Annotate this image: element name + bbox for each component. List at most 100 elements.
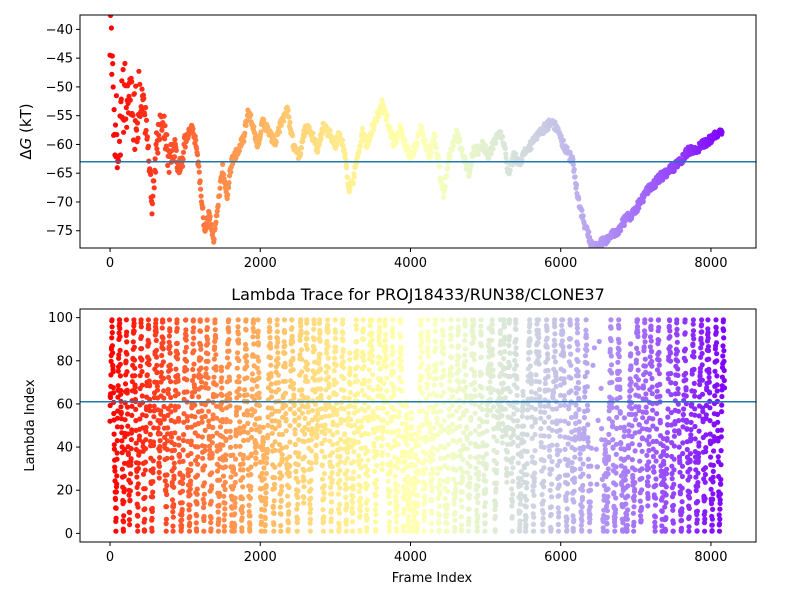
lambda-point	[650, 407, 656, 413]
lambda-point	[487, 379, 493, 385]
lambda-point	[381, 380, 387, 386]
lambda-point	[433, 361, 439, 368]
lambda-point	[333, 380, 339, 386]
lambda-point	[568, 351, 574, 357]
lambda-point	[183, 327, 189, 333]
lambda-point	[582, 389, 588, 395]
lambda-point	[419, 340, 425, 346]
lambda-point	[195, 444, 201, 450]
lambda-point	[398, 347, 404, 353]
lambda-point	[185, 424, 191, 430]
lambda-point	[622, 447, 628, 453]
lambda-point	[114, 473, 120, 479]
lambda-point	[464, 446, 470, 452]
lambda-point	[474, 528, 480, 534]
lambda-point	[472, 387, 478, 393]
lambda-point	[460, 475, 466, 481]
lambda-point	[135, 465, 141, 472]
lambda-point	[564, 481, 571, 487]
lambda-point	[119, 466, 125, 472]
lambda-point	[610, 437, 616, 443]
lambda-point	[401, 523, 407, 529]
lambda-point	[112, 496, 119, 502]
lambda-point	[233, 443, 239, 449]
lambda-point	[451, 476, 457, 482]
lambda-point	[556, 514, 562, 520]
dg-point	[108, 3, 113, 8]
lambda-point	[394, 512, 400, 518]
lambda-point	[221, 528, 227, 534]
lambda-point	[337, 453, 343, 459]
lambda-point	[275, 372, 281, 378]
lambda-point	[115, 415, 121, 421]
lambda-point	[317, 351, 323, 357]
lambda-point	[577, 456, 583, 462]
lambda-point	[582, 373, 588, 380]
lambda-point	[557, 402, 564, 409]
lambda-point	[193, 520, 199, 526]
lambda-point	[577, 436, 583, 442]
lambda-point	[127, 497, 133, 503]
lambda-point	[107, 402, 113, 409]
lambda-point	[286, 501, 292, 507]
lambda-point	[320, 507, 326, 513]
lambda-point	[471, 335, 477, 341]
lambda-point	[320, 528, 326, 534]
lambda-point	[175, 391, 181, 397]
lambda-point	[282, 364, 288, 370]
lambda-point	[177, 453, 183, 459]
lambda-point	[550, 395, 556, 401]
lambda-point	[483, 461, 489, 467]
dg-point	[137, 81, 143, 87]
lambda-point	[304, 317, 310, 323]
lambda-point	[438, 443, 444, 450]
dg-point	[120, 67, 126, 73]
lambda-point	[399, 402, 405, 408]
lambda-point	[130, 339, 136, 345]
lambda-point	[441, 418, 447, 424]
lambda-point	[338, 400, 344, 406]
dg-point	[444, 173, 450, 179]
lambda-point	[606, 431, 612, 437]
dg-point	[141, 95, 147, 101]
lambda-point	[641, 344, 647, 350]
lambda-point	[624, 516, 631, 522]
lambda-point	[132, 384, 138, 390]
dg-point	[151, 178, 157, 184]
lambda-point	[653, 438, 660, 444]
lambda-point	[642, 332, 648, 338]
lambda-point	[218, 368, 225, 374]
lambda-point	[355, 439, 361, 445]
lambda-point	[131, 328, 137, 334]
lambda-point	[259, 459, 265, 465]
lambda-point	[217, 446, 223, 452]
lambda-point	[553, 377, 559, 383]
lambda-point	[411, 514, 417, 520]
lambda-point	[205, 358, 211, 364]
lambda-point	[275, 361, 281, 367]
lambda-point	[334, 440, 341, 447]
lambda-point	[422, 493, 428, 499]
lambda-point	[365, 467, 371, 473]
dg-point	[422, 138, 429, 144]
lambda-point	[184, 414, 190, 420]
lambda-point	[517, 518, 523, 524]
lambda-point	[227, 391, 233, 397]
lambda-point	[574, 317, 580, 323]
lambda-point	[165, 386, 171, 393]
lambda-point	[656, 337, 662, 343]
lambda-point	[358, 465, 364, 471]
dg-point	[143, 127, 149, 134]
lambda-point	[631, 528, 637, 534]
lambda-point	[286, 484, 292, 491]
lambda-point	[653, 482, 659, 488]
lambda-point	[405, 474, 411, 480]
lambda-point	[452, 525, 458, 531]
lambda-point	[517, 501, 523, 507]
lambda-point	[332, 330, 338, 336]
lambda-point	[136, 449, 142, 455]
lambda-point	[414, 510, 420, 516]
lambda-point	[272, 475, 278, 481]
lambda-point	[632, 480, 638, 486]
lambda-point	[257, 429, 263, 435]
